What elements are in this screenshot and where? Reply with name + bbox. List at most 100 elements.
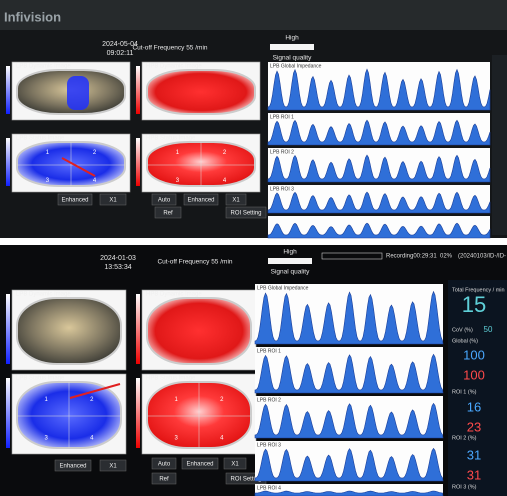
waveform xyxy=(267,191,491,214)
button[interactable] xyxy=(151,457,177,470)
button[interactable] xyxy=(151,472,177,485)
colorbar xyxy=(6,138,10,186)
waveform-title: LPB ROI 2 xyxy=(257,397,281,403)
brand: Infivision xyxy=(4,9,61,24)
quadrant-label: 2 xyxy=(220,397,224,403)
button[interactable] xyxy=(181,457,219,470)
cutoff-frequency: Cut-off Frequency 55 /min xyxy=(157,259,232,266)
image-title: LPB Status Image xyxy=(16,136,65,142)
colorbar xyxy=(136,66,140,114)
file-id: (20240103/ID-/ID- xyxy=(458,254,506,260)
metric-label: Total Frequency / min xyxy=(452,287,505,293)
button-label: ROI Setting xyxy=(230,211,261,217)
image-title: LPB Dynamic Image xyxy=(16,292,71,298)
waveform xyxy=(267,68,491,111)
metric-label: Global (%) xyxy=(452,338,478,344)
quadrant-label: 4 xyxy=(93,178,97,184)
quadrant-label: 1 xyxy=(175,397,179,403)
lung-image xyxy=(16,297,122,365)
metric-label: ROI 3 (%) xyxy=(452,484,477,490)
metric-value: 15 xyxy=(462,292,486,317)
lung-image xyxy=(146,69,256,115)
image-title: HPB Dynamic Image xyxy=(146,64,202,70)
button[interactable] xyxy=(223,457,247,470)
button[interactable] xyxy=(225,206,267,219)
metric-value: 100 xyxy=(463,367,485,382)
waveform-title: LPB ROI 1 xyxy=(257,348,281,354)
red-arrow xyxy=(69,383,121,399)
metric-label: CoV (%) xyxy=(452,327,473,333)
waveform-title: LPB ROI 1 xyxy=(270,114,294,120)
time: 13:53:34 xyxy=(104,264,131,271)
top-bezel xyxy=(0,0,507,30)
button[interactable] xyxy=(54,459,92,472)
button-label: Enhanced xyxy=(59,464,86,470)
waveform xyxy=(267,119,491,146)
image-title: LPB Status Image xyxy=(16,376,65,382)
button-label: X1 xyxy=(232,198,240,204)
colorbar xyxy=(136,378,140,448)
button-label: Enhanced xyxy=(187,198,214,204)
date: 2024-05-04 xyxy=(102,41,138,48)
colorbar xyxy=(6,66,10,114)
metric-value: 16 xyxy=(467,399,481,414)
button-label: X1 xyxy=(109,464,117,470)
waveform-title: LPB ROI 2 xyxy=(270,149,294,155)
button[interactable] xyxy=(225,193,247,206)
waveform-title: LPB Global Impedance xyxy=(270,63,322,69)
quality-level: High xyxy=(283,249,297,256)
image-title: LPB Dynamic Image xyxy=(16,64,71,70)
image-title: HPB Dynamic Image xyxy=(146,292,202,298)
recording-bar xyxy=(321,252,383,260)
button[interactable] xyxy=(57,193,93,206)
metric-value: 50 xyxy=(484,325,493,334)
content: Infivision 2024-05-04 09:02:11 Cut-off Freq… xyxy=(4,9,506,496)
button[interactable] xyxy=(99,459,127,472)
red-arrow xyxy=(61,157,96,177)
metric-label: ROI 1 (%) xyxy=(452,389,477,395)
quality-level: High xyxy=(285,35,299,42)
waveform xyxy=(254,490,444,496)
waveform xyxy=(254,290,444,345)
button[interactable] xyxy=(99,193,127,206)
lung-image xyxy=(146,297,252,365)
waveform-title: LPB Global Impedance xyxy=(257,285,309,291)
metric-value: 31 xyxy=(467,447,481,462)
quality-label: Signal quality xyxy=(273,55,312,62)
metric-label: ROI 2 (%) xyxy=(452,435,477,441)
quality-label: Signal quality xyxy=(271,269,310,276)
lpb-overlay xyxy=(67,76,89,110)
button-label: Enhanced xyxy=(186,462,213,468)
metric-value: 23 xyxy=(467,419,481,434)
metric-value: 100 xyxy=(463,347,485,362)
quality-bar xyxy=(270,44,314,50)
quadrant-label: 1 xyxy=(46,150,50,156)
time: 09:02:11 xyxy=(107,50,134,57)
quadrant-label: 4 xyxy=(90,436,94,442)
quadrant-label: 3 xyxy=(175,436,179,442)
quadrant-label: 2 xyxy=(90,397,94,403)
waveform xyxy=(267,154,491,183)
button[interactable] xyxy=(154,206,182,219)
waveform-title: LPB ROI 4 xyxy=(257,485,281,491)
quadrant-label: 4 xyxy=(223,178,227,184)
colorbar xyxy=(6,294,10,364)
quadrant-label: 3 xyxy=(45,436,49,442)
button-label: X1 xyxy=(109,198,117,204)
metric-value: 31 xyxy=(467,467,481,482)
quadrant-label: 2 xyxy=(223,150,227,156)
metrics-panel xyxy=(448,280,507,496)
button[interactable] xyxy=(151,193,177,206)
colorbar xyxy=(6,378,10,448)
date: 2024-01-03 xyxy=(100,255,136,262)
recording: Recording00:29:31 xyxy=(386,254,437,260)
quadrant-label: 3 xyxy=(176,178,180,184)
quadrant-label: 3 xyxy=(46,178,50,184)
top-side-panel xyxy=(492,55,507,235)
button-label: Ref xyxy=(159,477,169,483)
waveform xyxy=(254,353,444,394)
image-title: HPB Status Image xyxy=(146,136,196,142)
image-title: HPB Status Image xyxy=(146,376,196,382)
button[interactable] xyxy=(183,193,219,206)
button-label: Auto xyxy=(158,462,171,468)
